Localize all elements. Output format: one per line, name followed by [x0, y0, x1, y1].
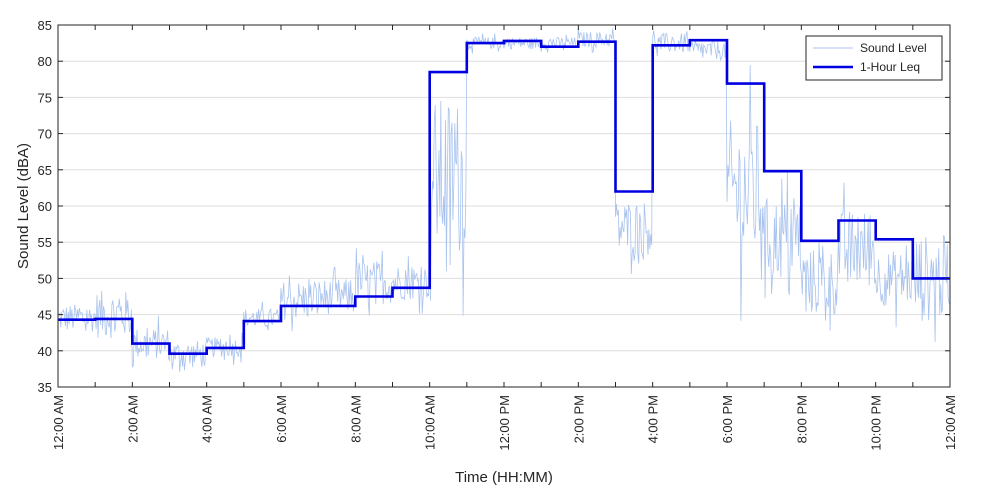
x-tick-label: 2:00 AM — [125, 395, 140, 443]
y-tick-label: 50 — [38, 271, 52, 286]
x-tick-label: 4:00 AM — [200, 395, 215, 443]
y-axis-label: Sound Level (dBA) — [15, 143, 32, 269]
y-tick-label: 85 — [38, 18, 52, 33]
x-tick-label: 8:00 AM — [348, 395, 363, 443]
x-tick-label: 10:00 PM — [869, 395, 884, 451]
leq-series-line — [58, 38, 950, 355]
x-tick-label: 6:00 PM — [720, 395, 735, 443]
y-tick-label: 55 — [38, 235, 52, 250]
y-tick-label: 65 — [38, 163, 52, 178]
x-tick-label: 6:00 AM — [274, 395, 289, 443]
y-tick-label: 75 — [38, 90, 52, 105]
y-tick-label: 60 — [38, 199, 52, 214]
x-tick-label: 12:00 PM — [497, 395, 512, 451]
legend-label-sound-level: Sound Level — [860, 41, 927, 55]
legend: Sound Level 1-Hour Leq — [805, 35, 943, 81]
plot-area — [58, 27, 950, 372]
x-axis-label: Time (HH:MM) — [455, 469, 553, 486]
x-tick-label: 8:00 PM — [794, 395, 809, 443]
legend-box — [805, 35, 943, 81]
y-tick-label: 45 — [38, 308, 52, 323]
x-tick-label: 10:00 AM — [423, 395, 438, 450]
x-tick-label: 12:00 AM — [51, 395, 66, 450]
y-tick-label: 70 — [38, 127, 52, 142]
y-tick-label: 35 — [38, 380, 52, 395]
x-tick-label: 4:00 PM — [646, 395, 661, 443]
x-axis: 12:00 AM 2:00 AM 4:00 AM 6:00 AM 8:00 AM 10:0… — [51, 25, 958, 451]
y-axis: 35 40 45 50 55 60 65 70 75 80 85 — [38, 18, 950, 395]
x-tick-label: 12:00 AM — [943, 395, 958, 450]
legend-label-leq: 1-Hour Leq — [860, 60, 920, 74]
y-tick-label: 40 — [38, 344, 52, 359]
y-tick-label: 80 — [38, 54, 52, 69]
x-tick-label: 2:00 PM — [571, 395, 586, 443]
